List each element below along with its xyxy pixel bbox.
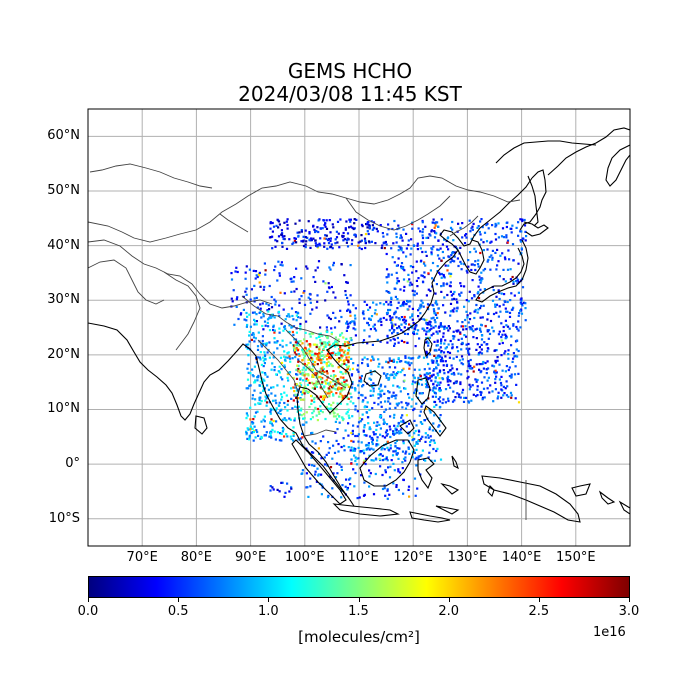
map-title: GEMS HCHO bbox=[287, 59, 413, 83]
latitude-label: 50°N bbox=[47, 182, 80, 198]
colorbar-tick-label: 0.0 bbox=[77, 604, 99, 619]
latitude-label: 10°S bbox=[48, 510, 80, 526]
longitude-label: 120°E bbox=[393, 550, 433, 565]
longitude-label: 140°E bbox=[501, 550, 542, 565]
latitude-label: 0° bbox=[65, 456, 80, 472]
map-timestamp: 2024/03/08 11:45 KST bbox=[238, 82, 462, 106]
latitude-label: 60°N bbox=[47, 128, 80, 144]
longitude-label: 90°E bbox=[234, 550, 267, 565]
latitude-label: 40°N bbox=[47, 237, 80, 253]
longitude-label: 130°E bbox=[447, 550, 488, 565]
colorbar-exponent: 1e16 bbox=[593, 625, 626, 640]
longitude-label: 100°E bbox=[285, 550, 325, 565]
latitude-label: 30°N bbox=[47, 292, 80, 308]
colorbar-tick-label: 3.0 bbox=[618, 604, 640, 619]
colorbar-tick bbox=[268, 598, 270, 602]
colorbar bbox=[88, 576, 630, 598]
colorbar-tick bbox=[178, 598, 180, 602]
longitude-label: 80°E bbox=[180, 550, 213, 565]
colorbar-tick bbox=[358, 598, 360, 602]
colorbar-tick-label: 2.5 bbox=[528, 604, 550, 619]
latitude-label: 10°N bbox=[47, 401, 80, 417]
colorbar-tick-label: 1.0 bbox=[257, 604, 279, 619]
colorbar-tick bbox=[88, 598, 89, 602]
country-borders bbox=[88, 163, 527, 520]
coastlines bbox=[88, 127, 630, 523]
colorbar-tick bbox=[448, 598, 450, 602]
hcho-data-layer bbox=[230, 218, 528, 500]
colorbar-tick-label: 0.5 bbox=[167, 604, 189, 619]
colorbar-tick-label: 2.0 bbox=[438, 604, 459, 619]
latitude-label: 20°N bbox=[47, 346, 80, 362]
colorbar-tick-label: 1.5 bbox=[348, 604, 369, 619]
longitude-label: 110°E bbox=[339, 550, 379, 565]
colorbar-tick bbox=[538, 598, 540, 602]
longitude-label: 150°E bbox=[556, 550, 596, 565]
map-frame bbox=[87, 108, 631, 547]
colorbar-unit-label: [molecules/cm²] bbox=[298, 628, 420, 646]
longitude-label: 70°E bbox=[126, 550, 158, 565]
colorbar-tick bbox=[629, 598, 630, 602]
